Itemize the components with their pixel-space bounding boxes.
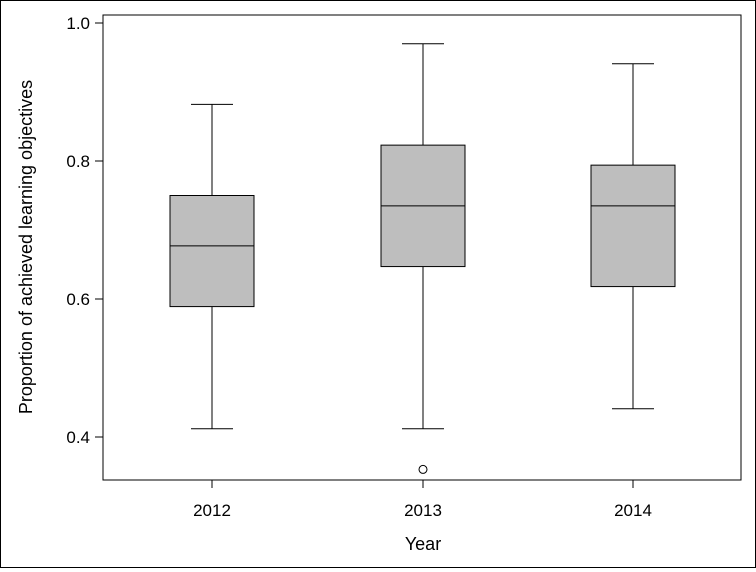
x-tick-label: 2012 (193, 501, 231, 520)
y-axis: 0.4 0.6 0.8 1.0 (66, 14, 103, 447)
y-axis-label: Proportion of achieved learning objectiv… (16, 80, 36, 414)
iqr-box (590, 164, 676, 288)
x-axis: 2012 2013 2014 (193, 480, 652, 520)
y-tick-label: 0.8 (66, 152, 90, 171)
box-2014 (590, 63, 676, 410)
x-axis-label: Year (405, 534, 441, 554)
y-tick-label: 0.4 (66, 428, 90, 447)
outlier-point (418, 464, 428, 474)
box-2013 (380, 43, 466, 474)
x-tick-label: 2014 (614, 501, 652, 520)
x-tick-label: 2013 (404, 501, 442, 520)
y-tick-label: 0.6 (66, 290, 90, 309)
y-tick-label: 1.0 (66, 14, 90, 33)
box-2012 (169, 103, 255, 430)
box-group (169, 43, 676, 474)
plot-area (102, 14, 742, 481)
iqr-box (169, 195, 255, 308)
